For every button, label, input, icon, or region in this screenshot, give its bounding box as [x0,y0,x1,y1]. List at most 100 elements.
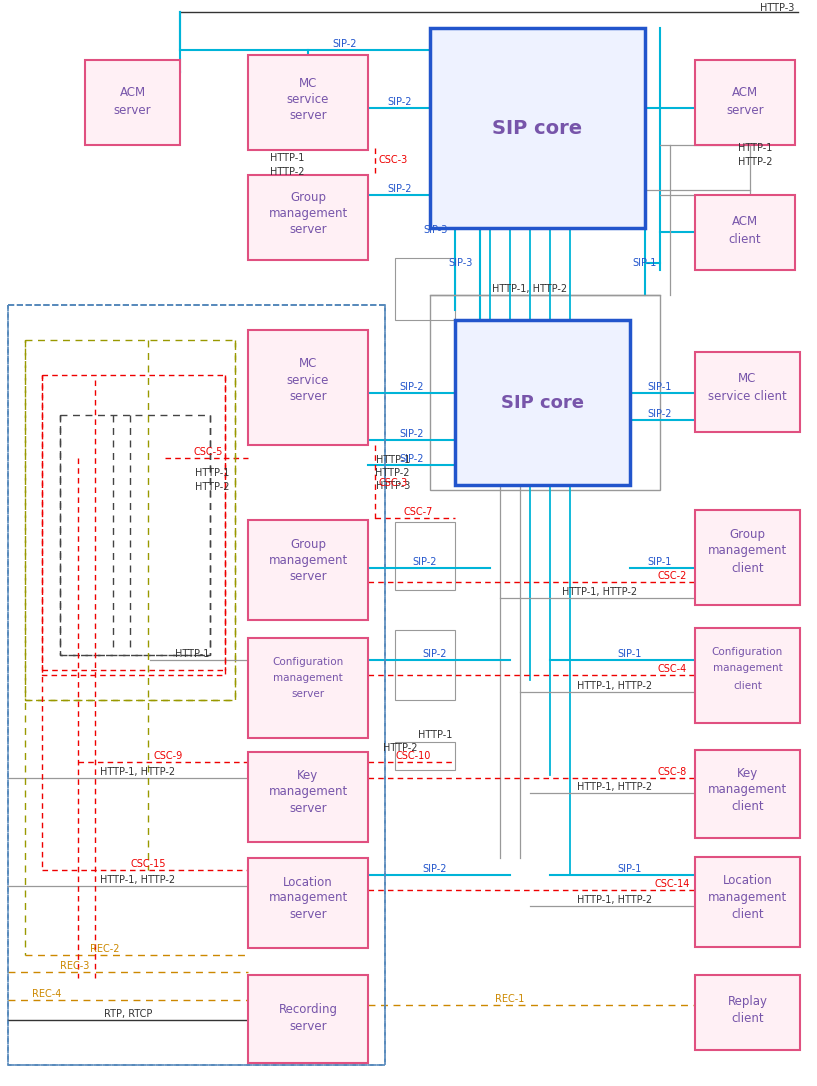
Text: HTTP-2: HTTP-2 [195,482,230,492]
Bar [695,352,800,432]
Bar [60,415,210,655]
Bar [695,975,800,1050]
Text: Key: Key [297,770,319,783]
Text: server: server [292,689,324,699]
Text: SIP-2: SIP-2 [413,557,437,567]
Text: service: service [287,92,329,105]
Text: server: server [289,390,327,403]
Text: CSC-10: CSC-10 [395,752,431,761]
Text: management: management [268,785,347,798]
Text: HTTP-1, HTTP-2: HTTP-1, HTTP-2 [100,767,175,776]
Text: client: client [731,909,764,922]
Text: SIP-2: SIP-2 [333,39,357,49]
Text: HTTP-1: HTTP-1 [270,153,305,163]
Text: SIP-1: SIP-1 [618,649,642,659]
Text: SIP-2: SIP-2 [422,864,447,874]
Text: MC: MC [299,356,317,369]
Text: HTTP-3: HTTP-3 [760,3,794,13]
Text: SIP core: SIP core [493,118,583,138]
Bar [248,175,368,260]
Bar [695,510,800,605]
Text: SIP-1: SIP-1 [633,258,657,268]
Bar [395,742,455,770]
Text: ACM: ACM [119,86,145,99]
Text: HTTP-2: HTTP-2 [376,468,410,478]
Text: SIP-1: SIP-1 [648,557,672,567]
Bar [395,630,455,700]
Text: Key: Key [737,768,758,781]
Text: management: management [273,673,343,683]
Text: SIP-2: SIP-2 [648,409,672,419]
Text: CSC-4: CSC-4 [658,664,686,674]
Bar [8,305,385,1065]
Text: SIP-2: SIP-2 [422,649,447,659]
Text: HTTP-1: HTTP-1 [195,468,230,478]
Text: server: server [726,103,764,116]
Text: Recording: Recording [279,1002,337,1015]
Text: management: management [268,892,347,905]
Text: CSC-8: CSC-8 [658,767,686,776]
Bar [395,522,455,590]
Text: MC: MC [299,76,317,89]
Bar [430,28,645,228]
Text: server: server [289,569,327,582]
Text: server: server [114,103,151,116]
Text: CSC-14: CSC-14 [654,879,690,889]
Text: service: service [287,374,329,387]
Text: HTTP-1: HTTP-1 [418,730,453,740]
Text: management: management [268,206,347,219]
Text: server: server [289,109,327,122]
Bar [455,320,630,485]
Text: RTP, RTCP: RTP, RTCP [104,1009,152,1019]
Text: Location: Location [722,874,772,887]
Text: SIP-1: SIP-1 [648,382,672,392]
Text: REC-3: REC-3 [60,961,89,971]
Text: MC: MC [739,371,757,384]
Bar [85,60,180,146]
Text: CSC-2: CSC-2 [658,571,686,581]
Text: HTTP-1, HTTP-2: HTTP-1, HTTP-2 [578,782,653,792]
Bar [695,857,800,947]
Bar [430,295,660,490]
Text: HTTP-1, HTTP-2: HTTP-1, HTTP-2 [493,285,568,294]
Text: SIP-2: SIP-2 [400,382,424,392]
Text: server: server [289,1021,327,1034]
Text: HTTP-1: HTTP-1 [175,649,209,659]
Bar [695,628,800,723]
Bar [695,750,800,838]
Text: ACM: ACM [732,215,758,227]
Text: management: management [708,783,787,796]
Text: server: server [289,908,327,921]
Text: SIP core: SIP core [501,393,584,412]
Text: CSC-7: CSC-7 [404,507,433,517]
Bar [695,195,795,270]
Text: CSC-9: CSC-9 [154,752,183,761]
Bar [248,637,368,738]
Text: service client: service client [708,390,787,403]
Text: management: management [712,662,783,673]
Bar [42,375,225,675]
Text: REC-4: REC-4 [32,989,61,999]
Text: HTTP-1: HTTP-1 [738,143,772,153]
Text: client: client [729,232,761,245]
Text: client: client [731,1012,764,1025]
Text: HTTP-2: HTTP-2 [270,167,305,177]
Text: Configuration: Configuration [712,647,784,657]
Text: Configuration: Configuration [272,657,344,667]
Text: HTTP-2: HTTP-2 [383,743,418,753]
Text: client: client [731,561,764,574]
Text: SIP-2: SIP-2 [400,429,424,439]
Text: HTTP-2: HTTP-2 [738,157,772,167]
Text: management: management [268,554,347,567]
Text: ACM: ACM [732,86,758,99]
Text: SIP-3: SIP-3 [449,258,473,268]
Bar [25,340,235,700]
Text: HTTP-3: HTTP-3 [376,481,410,491]
Bar [248,55,368,150]
Text: SIP-2: SIP-2 [388,97,413,108]
Text: REC-2: REC-2 [90,944,119,954]
Bar [395,258,455,320]
Text: CSC-5: CSC-5 [194,447,223,457]
Bar [248,520,368,620]
Text: Location: Location [283,875,333,888]
